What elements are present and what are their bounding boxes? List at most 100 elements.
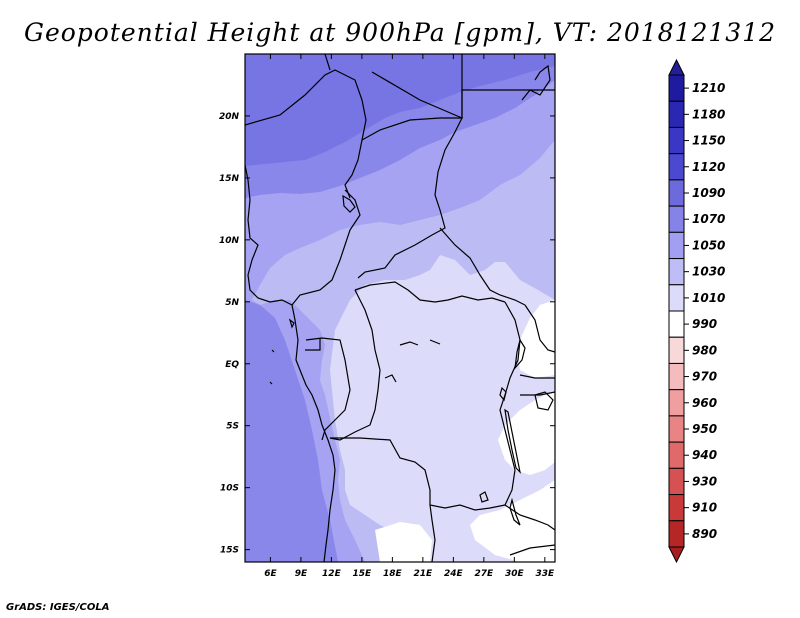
legend-label: 890 bbox=[692, 527, 717, 541]
lon-tick-label: 21E bbox=[414, 569, 434, 579]
map-title: Geopotential Height at 900hPa [gpm], VT:… bbox=[23, 18, 777, 47]
lon-tick-label: 12E bbox=[322, 569, 342, 579]
border-sudan bbox=[461, 89, 555, 118]
river-congo-2 bbox=[429, 339, 441, 345]
legend-label: 1050 bbox=[692, 238, 725, 252]
river-3 bbox=[384, 374, 397, 383]
color-legend: 1210 1180 1150 1120 1090 1070 1050 1030 1010 990 9… bbox=[668, 58, 725, 564]
legend-swatch bbox=[668, 100, 685, 128]
legend-label: 930 bbox=[692, 474, 717, 488]
lon-tick-label: 30E bbox=[505, 569, 525, 579]
border-car-south bbox=[354, 281, 506, 303]
border-angola-south bbox=[429, 504, 436, 562]
legend-swatch bbox=[668, 494, 685, 522]
lake-albert bbox=[514, 338, 526, 370]
border-east-2 bbox=[519, 374, 555, 379]
field-990-south bbox=[470, 480, 555, 562]
lat-tick-label: EQ bbox=[225, 360, 239, 370]
legend-swatch bbox=[668, 362, 685, 391]
legend-label: 940 bbox=[692, 448, 717, 462]
legend-swatch bbox=[668, 415, 685, 443]
field-1070-south bbox=[245, 300, 338, 562]
legend-swatch bbox=[668, 441, 685, 469]
lake-mweru bbox=[479, 491, 489, 503]
legend-swatch bbox=[668, 467, 685, 496]
field-990-east bbox=[518, 300, 555, 378]
border-north-1 bbox=[245, 69, 367, 199]
field-990-sw bbox=[375, 522, 432, 562]
legend-swatch bbox=[668, 153, 685, 181]
lat-tick-label: 10S bbox=[220, 484, 239, 494]
legend-swatch bbox=[668, 520, 685, 548]
border-sudan-south bbox=[439, 227, 526, 306]
legend-swatch bbox=[668, 336, 685, 364]
legend-label: 1010 bbox=[692, 291, 725, 305]
legend-label: 990 bbox=[692, 317, 717, 331]
border-mozambique bbox=[509, 544, 555, 556]
credit-label: GrADS: IGES/COLA bbox=[6, 602, 110, 613]
legend-label: 1070 bbox=[692, 212, 725, 226]
border-north-2 bbox=[324, 54, 331, 71]
legend-swatch bbox=[668, 74, 685, 102]
legend-label: 950 bbox=[692, 422, 717, 436]
legend-swatch bbox=[668, 231, 685, 260]
legend-label: 910 bbox=[692, 501, 717, 515]
lon-tick-label: 24E bbox=[444, 569, 464, 579]
coastline-west bbox=[245, 164, 336, 562]
lat-tick-label: 10N bbox=[219, 236, 240, 246]
lake-victoria bbox=[534, 391, 554, 411]
legend-swatch bbox=[668, 389, 685, 417]
legend-swatch bbox=[668, 284, 685, 312]
border-nile bbox=[521, 64, 551, 101]
border-drc-east bbox=[499, 301, 521, 506]
legend-swatch bbox=[668, 126, 685, 155]
lon-tick-label: 6E bbox=[264, 569, 277, 579]
lat-tick-label: 15N bbox=[219, 174, 240, 184]
lat-tick-label: 5N bbox=[225, 298, 239, 308]
legend-swatch bbox=[668, 310, 685, 338]
legend-label: 1120 bbox=[692, 160, 725, 174]
legend-label: 1210 bbox=[692, 81, 725, 95]
legend-label: 980 bbox=[692, 343, 717, 357]
lake-malawi bbox=[509, 497, 521, 526]
legend-bottom-arrow bbox=[668, 546, 685, 564]
legend-label: 1150 bbox=[692, 134, 725, 148]
legend-label: 1030 bbox=[692, 265, 725, 279]
legend-label: 960 bbox=[692, 396, 717, 410]
border-east-3 bbox=[520, 391, 555, 396]
border-chad-west bbox=[291, 189, 361, 306]
lake-kivu bbox=[499, 386, 507, 402]
lake-tanganyika bbox=[504, 408, 521, 474]
border-east-1 bbox=[524, 304, 555, 353]
lat-tick-label: 20N bbox=[219, 112, 240, 122]
border-gabon bbox=[305, 338, 321, 351]
legend-top-arrow bbox=[668, 58, 685, 76]
legend-label: 970 bbox=[692, 370, 717, 384]
border-chad-east bbox=[371, 54, 463, 119]
lat-tick-label: 15S bbox=[220, 546, 239, 556]
legend-label: 1090 bbox=[692, 186, 725, 200]
lon-tick-label: 27E bbox=[475, 569, 495, 579]
border-drc-west bbox=[329, 289, 381, 441]
lake-chad bbox=[342, 194, 356, 213]
border-congo bbox=[305, 337, 351, 441]
borders bbox=[245, 54, 555, 562]
longitude-axis: 6E 9E 12E 15E 18E 21E 24E 27E 30E 33E bbox=[264, 54, 555, 579]
legend-swatch bbox=[668, 258, 685, 286]
lon-tick-label: 33E bbox=[535, 569, 555, 579]
border-drc-angola bbox=[330, 437, 506, 511]
field-990-lake bbox=[498, 392, 555, 475]
legend-swatch bbox=[668, 205, 685, 233]
legend-swatch bbox=[668, 179, 685, 207]
river-congo-1 bbox=[399, 341, 419, 346]
field-1090 bbox=[245, 54, 555, 166]
border-chad-car bbox=[357, 117, 463, 279]
lat-tick-label: 5S bbox=[226, 422, 239, 432]
map-frame bbox=[244, 53, 556, 563]
islands-gulf bbox=[269, 318, 295, 385]
lon-tick-label: 15E bbox=[353, 569, 373, 579]
latitude-axis: 20N 15N 10N 5N EQ 5S 10S 15S bbox=[219, 112, 555, 556]
legend-label: 1180 bbox=[692, 107, 725, 121]
lon-tick-label: 18E bbox=[383, 569, 403, 579]
